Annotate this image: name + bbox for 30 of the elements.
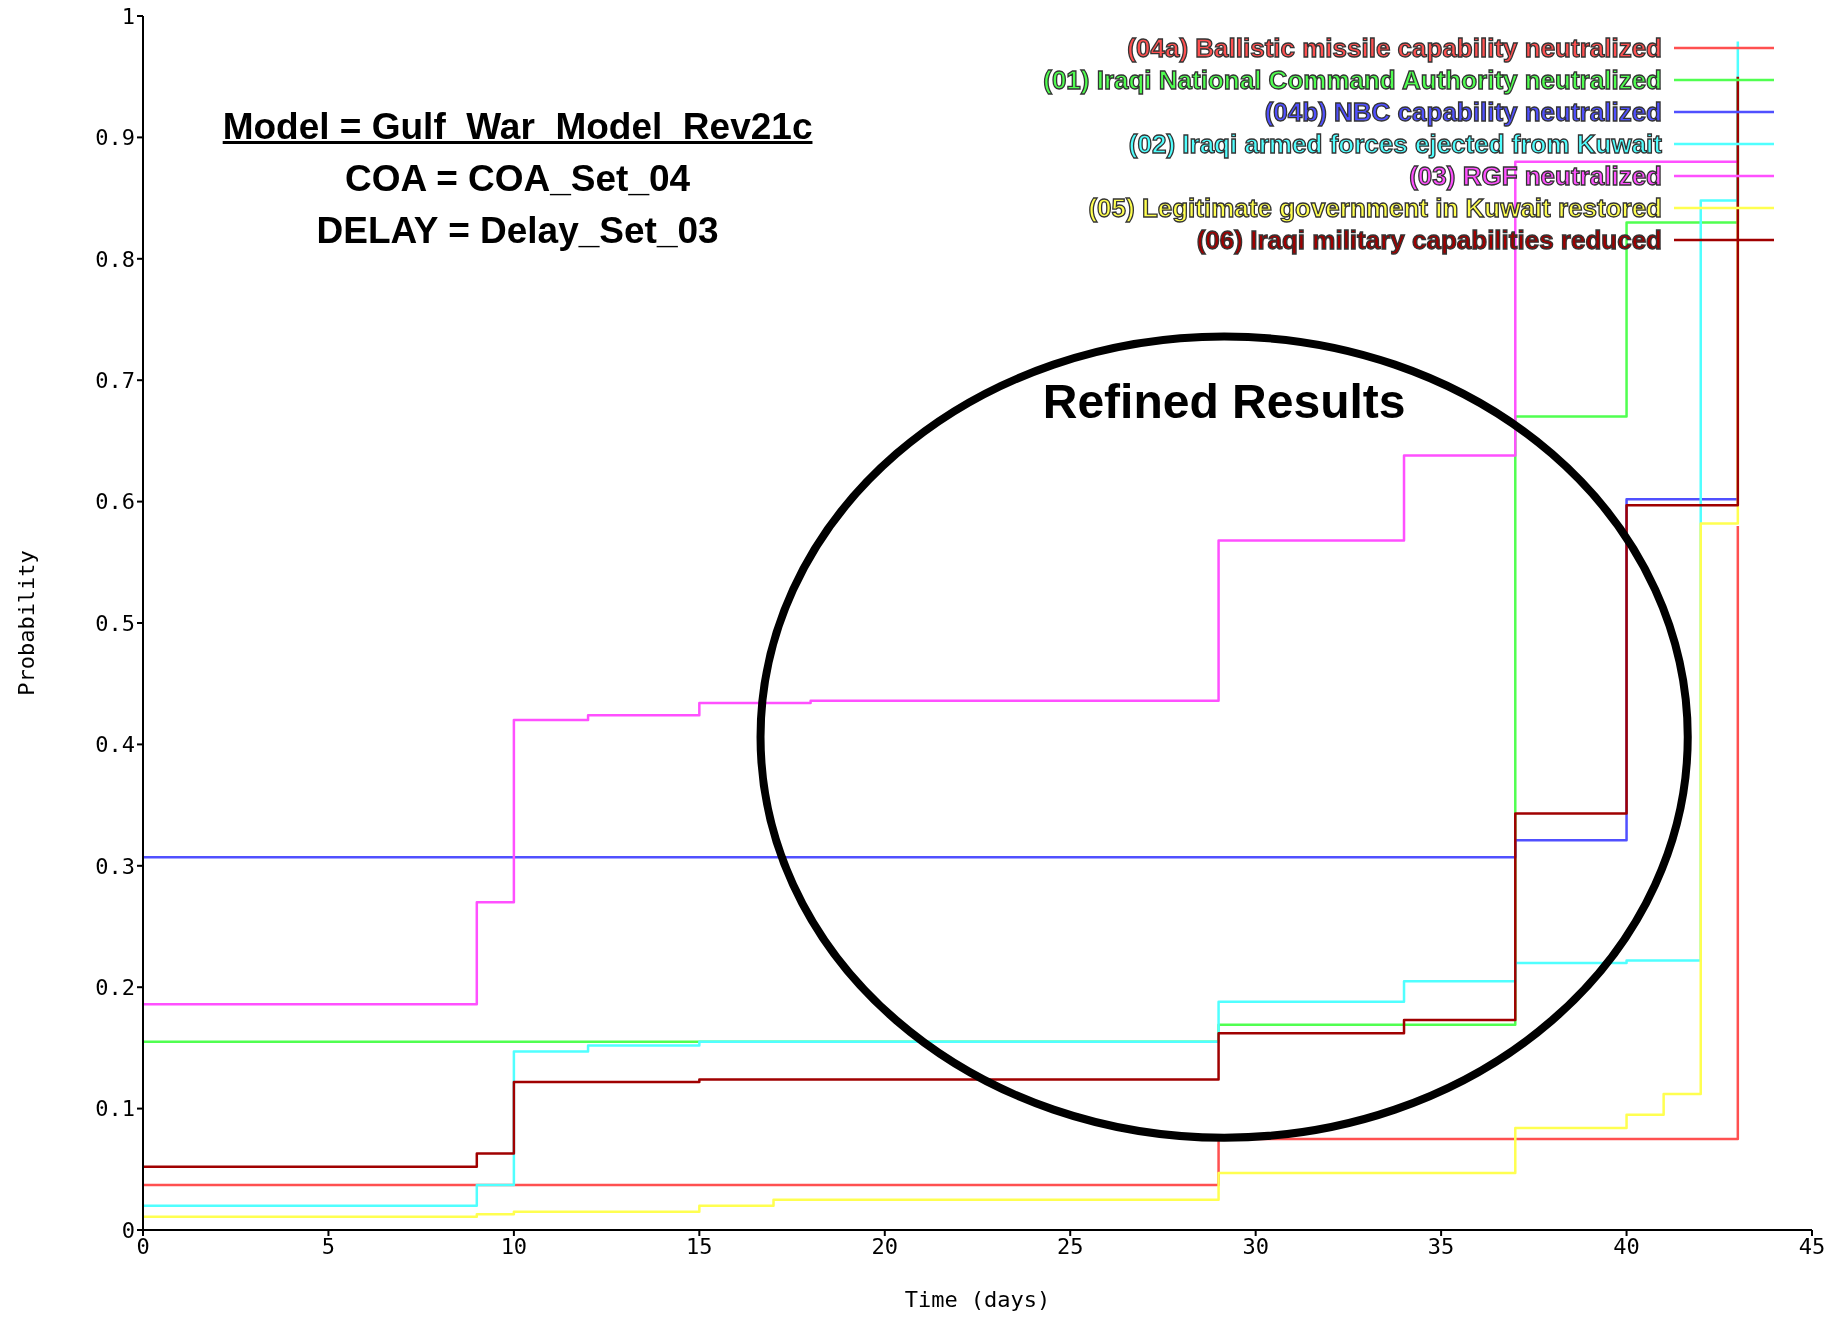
x-tick-label: 30: [1242, 1233, 1269, 1259]
y-tick-label: 0.4: [95, 732, 135, 758]
annotation: Refined Results: [1041, 374, 1407, 430]
y-tick-label: 0: [121, 1217, 135, 1243]
y-axis-title: Probability: [13, 550, 39, 696]
y-tick-label: 0.9: [95, 125, 135, 151]
x-tick-label: 20: [871, 1233, 899, 1259]
y-tick-label: 1: [121, 3, 135, 29]
annotation: COA = COA_Set_04: [344, 156, 692, 201]
y-tick-label: 0.3: [95, 853, 135, 879]
x-tick-label: 10: [500, 1233, 528, 1259]
x-axis-title: Time (days): [904, 1287, 1051, 1312]
y-tick-label: 0.1: [95, 1096, 135, 1122]
legend-label: (04a) Ballistic missile capability neutralized: [1127, 32, 1662, 64]
x-tick-label: 40: [1613, 1233, 1640, 1259]
y-tick-label: 0.7: [95, 368, 135, 394]
x-tick-label: 25: [1056, 1233, 1084, 1259]
y-tick-label: 0.6: [95, 489, 135, 515]
legend-label: (02) Iraqi armed forces ejected from Kuwait: [1128, 128, 1662, 160]
x-tick-label: 35: [1427, 1233, 1455, 1259]
x-tick-label: 5: [321, 1233, 336, 1259]
annotation: DELAY = Delay_Set_03: [315, 208, 720, 253]
y-tick-label: 0.8: [95, 246, 135, 272]
annotation: Model = Gulf_War_Model_Rev21c: [221, 104, 814, 149]
legend-label: (04b) NBC capability neutralized: [1264, 96, 1662, 128]
x-tick-label: 15: [686, 1233, 713, 1259]
legend-label: (01) Iraqi National Command Authority neutralized: [1043, 64, 1662, 96]
x-tick-label: 45: [1798, 1233, 1826, 1259]
y-tick-label: 0.2: [95, 975, 135, 1001]
y-tick-label: 0.5: [95, 610, 135, 636]
